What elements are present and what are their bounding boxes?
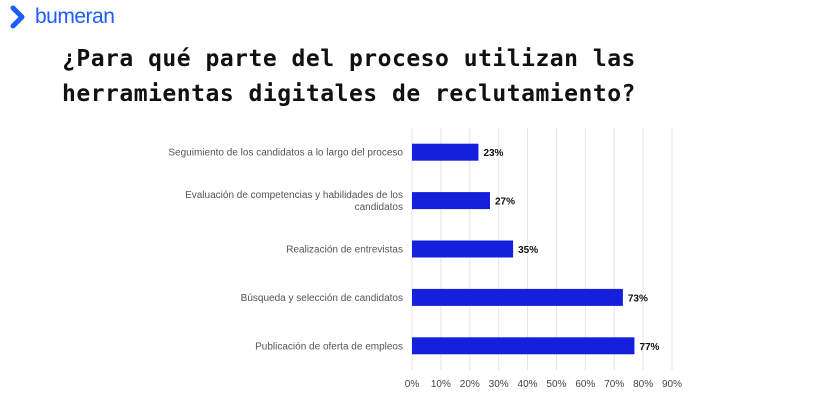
category-label-line: Evaluación de competencias y habilidades…: [185, 190, 403, 201]
x-tick-label: 20%: [460, 379, 480, 390]
x-tick-label: 0%: [405, 379, 420, 390]
category-label-line: Seguimiento de los candidatos a lo largo…: [168, 148, 403, 159]
category-label: Realización de entrevistas: [286, 245, 403, 256]
x-tick-label: 50%: [546, 379, 566, 390]
category-label: Publicación de oferta de empleos: [255, 341, 403, 352]
bar: [412, 143, 479, 161]
x-tick-label: 10%: [431, 379, 451, 390]
x-tick-label: 90%: [662, 379, 682, 390]
category-label-line: Realización de entrevistas: [286, 245, 403, 256]
chevron-right-icon: [10, 5, 25, 29]
category-label: Evaluación de competencias y habilidades…: [185, 190, 403, 213]
bar: [412, 192, 490, 210]
x-tick-label: 60%: [575, 379, 595, 390]
bar: [412, 337, 635, 355]
bar: [412, 240, 514, 258]
category-label-line: Publicación de oferta de empleos: [255, 341, 403, 352]
brand-name: bumeran: [35, 5, 115, 28]
bar: [412, 288, 623, 306]
value-label: 35%: [518, 245, 538, 256]
x-tick-label: 70%: [604, 379, 624, 390]
category-label: Seguimiento de los candidatos a lo largo…: [168, 148, 403, 159]
bumeran-logo: bumeran: [10, 5, 115, 29]
category-label: Búsqueda y selección de candidatos: [241, 293, 403, 304]
x-tick-label: 40%: [518, 379, 538, 390]
x-tick-label: 80%: [633, 379, 653, 390]
value-label: 23%: [483, 148, 503, 159]
chart-title: ¿Para qué parte del proceso utilizan las…: [62, 46, 636, 107]
x-tick-label: 30%: [489, 379, 509, 390]
value-label: 77%: [639, 342, 659, 353]
category-label-line: Búsqueda y selección de candidatos: [241, 293, 403, 304]
value-label: 73%: [628, 293, 648, 304]
category-label-line: candidatos: [355, 202, 403, 213]
value-label: 27%: [495, 197, 515, 208]
